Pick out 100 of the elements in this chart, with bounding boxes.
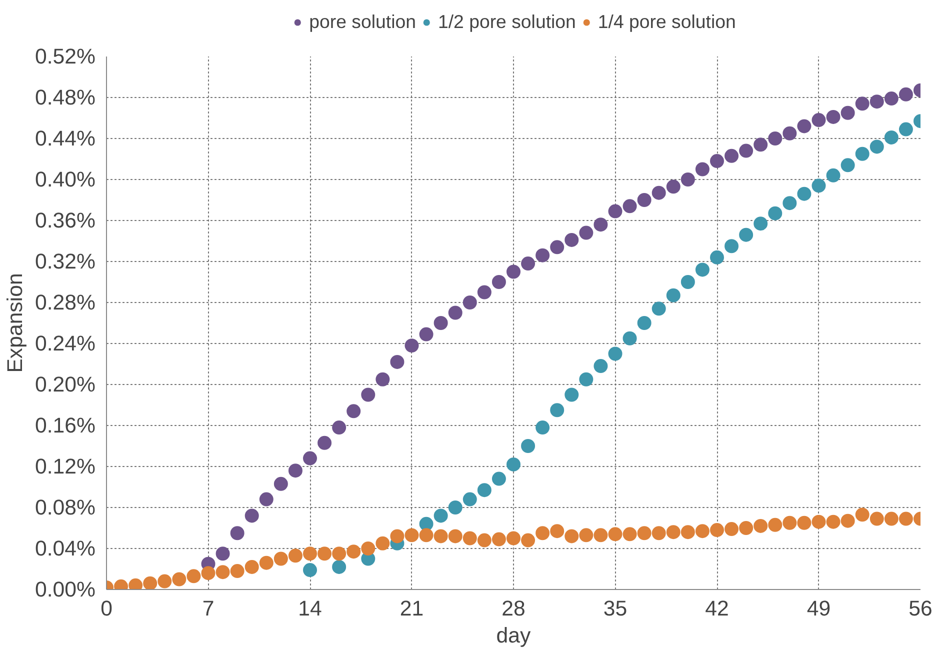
point	[259, 492, 274, 506]
point	[608, 527, 622, 542]
point	[259, 556, 274, 570]
point	[637, 316, 652, 330]
point	[274, 476, 288, 491]
x-tick-label: 0	[100, 596, 113, 620]
point	[492, 275, 506, 289]
point	[739, 144, 754, 158]
point	[812, 514, 826, 529]
y-tick-label: 0.48%	[35, 86, 96, 110]
point	[506, 457, 520, 472]
x-tick-label: 35	[603, 596, 628, 620]
point	[477, 483, 492, 498]
x-tick-label: 56	[908, 596, 932, 620]
x-axis-title: day	[496, 624, 532, 648]
point	[870, 140, 884, 154]
point	[666, 288, 680, 302]
point	[826, 514, 840, 529]
point	[288, 548, 302, 563]
y-tick-label: 0.08%	[35, 496, 96, 520]
point	[898, 122, 913, 136]
point	[244, 508, 259, 523]
point	[303, 563, 317, 578]
point	[303, 546, 317, 561]
point	[594, 218, 608, 232]
y-tick-label: 0.40%	[35, 168, 96, 192]
point	[448, 529, 462, 544]
point	[898, 512, 913, 526]
point	[550, 240, 564, 254]
x-tick-label: 42	[705, 596, 729, 620]
point	[186, 569, 201, 584]
point	[376, 372, 390, 386]
point	[782, 196, 797, 210]
point	[826, 168, 840, 182]
point	[797, 516, 812, 530]
point	[346, 544, 361, 559]
point	[826, 110, 840, 124]
point	[840, 514, 855, 528]
point	[404, 528, 419, 542]
point	[579, 226, 594, 240]
point	[521, 439, 536, 453]
point	[652, 302, 666, 316]
point	[390, 529, 404, 544]
point	[579, 528, 594, 542]
y-tick-label: 0.12%	[35, 454, 96, 478]
point	[710, 250, 724, 264]
point	[419, 528, 434, 542]
point	[739, 521, 754, 535]
point	[506, 264, 520, 279]
point	[637, 193, 652, 207]
point	[870, 512, 884, 526]
point	[782, 516, 797, 530]
point	[434, 529, 448, 544]
x-tick-label: 21	[400, 596, 424, 620]
point	[390, 354, 404, 369]
point	[622, 527, 637, 542]
point	[288, 464, 302, 478]
x-tick-label: 14	[298, 596, 322, 620]
point	[622, 331, 637, 346]
y-tick-label: 0.36%	[35, 208, 96, 232]
point	[419, 327, 434, 342]
point	[536, 526, 550, 540]
legend-label: pore solution	[309, 11, 416, 33]
point	[216, 565, 230, 580]
y-tick-label: 0.28%	[35, 290, 96, 314]
point	[303, 451, 317, 466]
point	[564, 232, 579, 247]
point	[855, 96, 870, 111]
point	[768, 518, 782, 532]
point	[768, 206, 782, 220]
x-tick-label: 7	[202, 596, 214, 620]
point	[361, 542, 376, 556]
point	[536, 248, 550, 262]
point	[579, 372, 594, 386]
point	[419, 516, 434, 531]
point	[855, 508, 870, 522]
point	[884, 512, 898, 526]
point	[695, 524, 710, 538]
x-tick-label: 49	[806, 596, 831, 620]
point	[782, 126, 797, 140]
point	[404, 338, 419, 353]
point	[724, 239, 739, 254]
y-tick-label: 0.52%	[35, 44, 96, 68]
point	[462, 531, 477, 546]
point	[143, 576, 158, 590]
point	[812, 178, 826, 193]
point	[724, 522, 739, 536]
point	[550, 524, 564, 538]
point	[884, 130, 898, 144]
point	[506, 531, 520, 546]
point	[158, 574, 172, 588]
point	[216, 546, 230, 561]
point	[477, 533, 492, 548]
legend-label: 1/4 pore solution	[598, 11, 736, 33]
point	[680, 172, 695, 186]
point	[564, 529, 579, 544]
point	[536, 420, 550, 435]
y-tick-label: 0.44%	[35, 126, 96, 150]
point	[680, 525, 695, 540]
point	[172, 572, 186, 586]
